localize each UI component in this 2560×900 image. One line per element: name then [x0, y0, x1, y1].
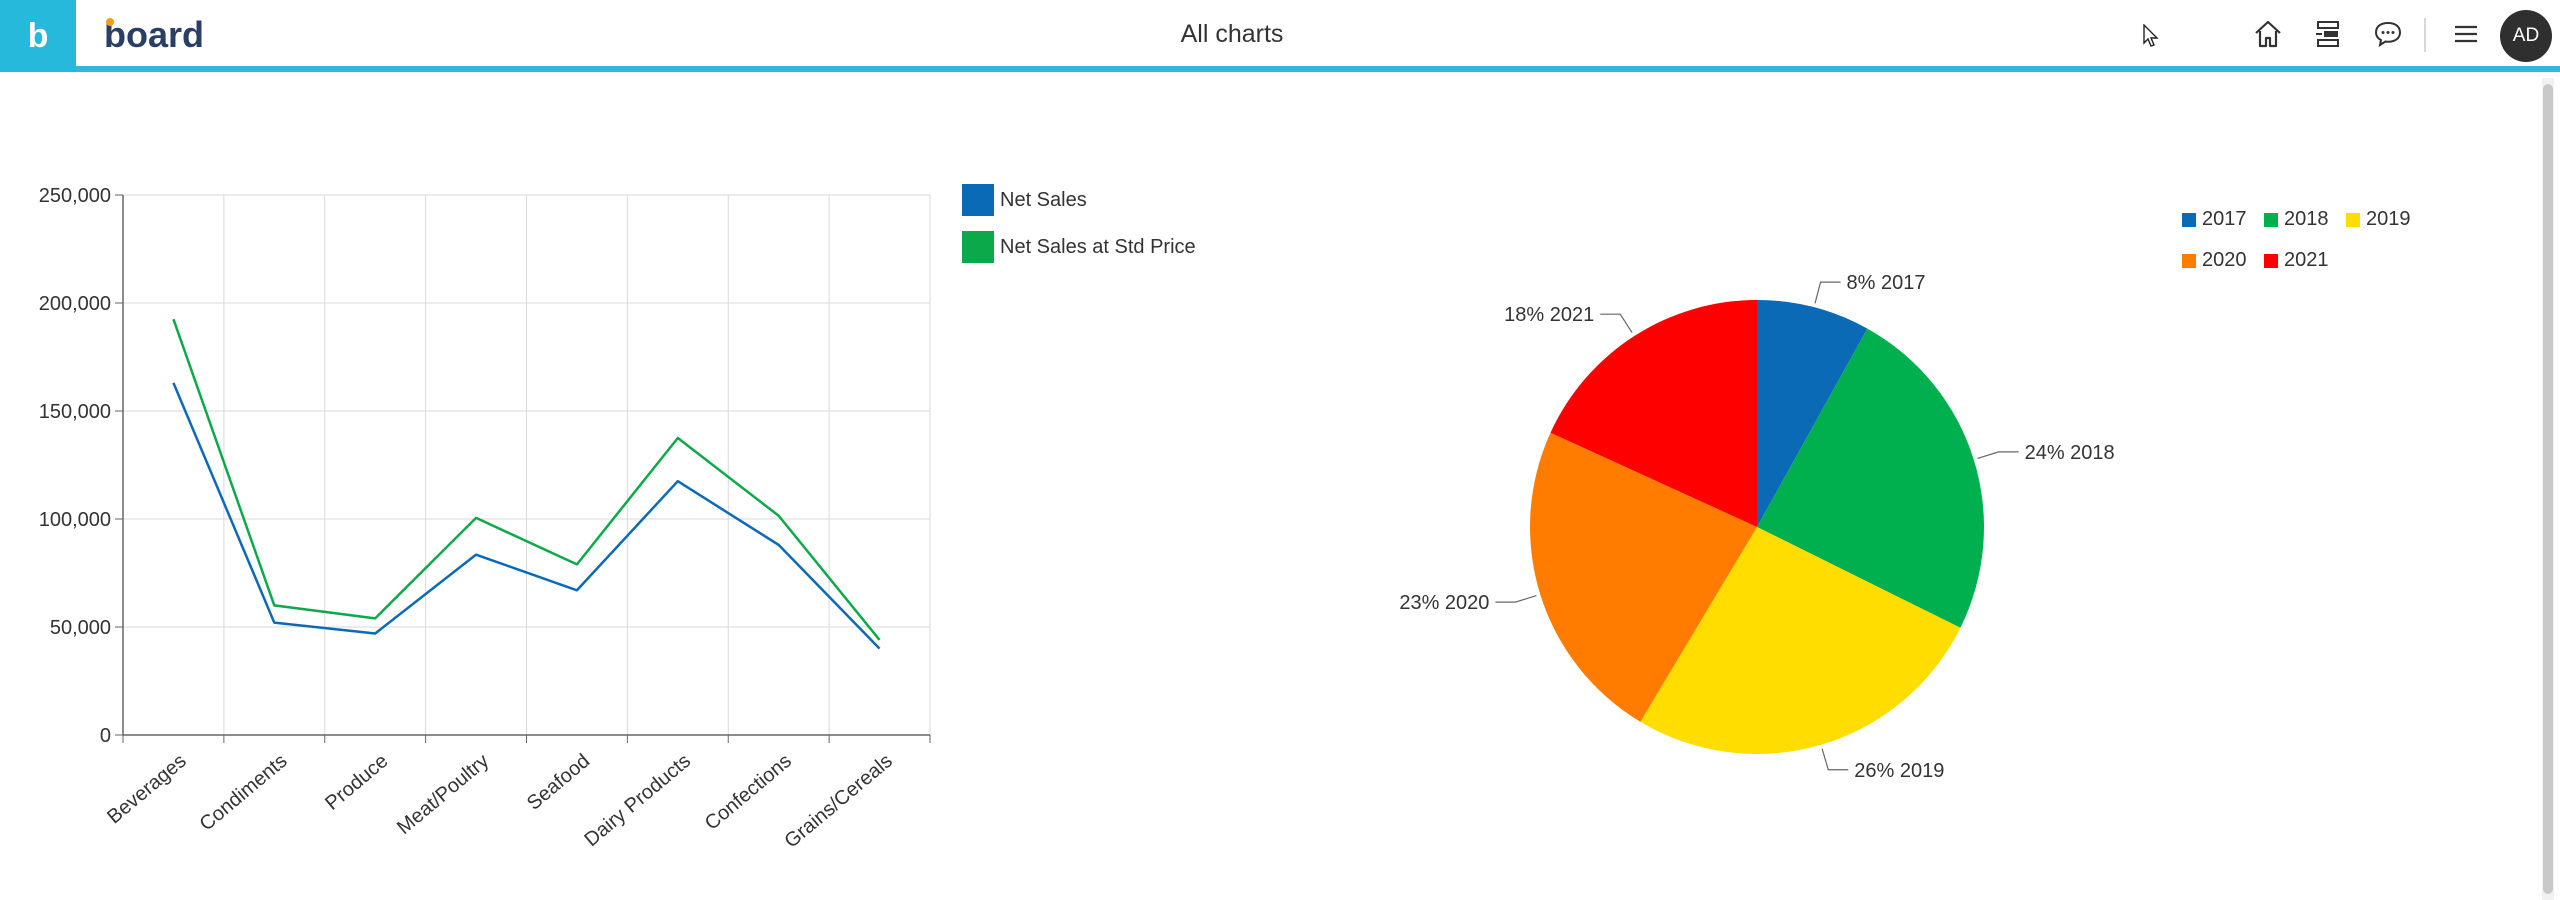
legend-swatch-net-sales	[962, 184, 994, 216]
legend-swatch-net-sales-std-price	[962, 231, 994, 263]
chat-bubble-icon	[2374, 21, 2402, 48]
pie-legend-item-2017[interactable]: 2017	[2182, 208, 2247, 231]
brand-logo[interactable]: board	[104, 14, 212, 56]
pie-legend-label-2021: 2021	[2284, 249, 2329, 271]
pie-legend-swatch-2020	[2182, 253, 2196, 268]
y-tick-label: 150,000	[39, 401, 111, 423]
legend-label-net-sales-std-price: Net Sales at Std Price	[1000, 235, 1196, 258]
pie-chart: 8% 2017 24% 2018 26% 2019 23% 2020 18% 2021	[1399, 272, 2114, 782]
y-tick-label: 250,000	[39, 185, 111, 207]
pie-label-connector	[1495, 595, 1537, 603]
pie-legend-item-2018[interactable]: 2018	[2264, 208, 2329, 231]
comments-button[interactable]	[2368, 14, 2408, 54]
y-tick-label: 200,000	[39, 293, 111, 315]
pie-legend-item-2019[interactable]: 2019	[2346, 208, 2411, 231]
app-launcher-glyph: b	[27, 17, 49, 55]
line-chart-y-tick-labels: 0 50,000 100,000 150,000 200,000 250,000	[39, 185, 111, 747]
pie-legend-swatch-2021	[2264, 253, 2278, 268]
pie-slice-2021[interactable]	[1550, 300, 1757, 527]
pie-label-connector	[1977, 451, 2019, 459]
pie-data-label-2017: 8% 2017	[1847, 272, 1926, 294]
x-tick-label: Produce	[321, 750, 392, 815]
home-icon	[2255, 20, 2281, 48]
pie-slice-2017[interactable]	[1757, 300, 1868, 527]
pie-legend-swatch-2017	[2182, 212, 2196, 227]
pie-label-connector	[1821, 748, 1849, 771]
pie-slice-2019[interactable]	[1640, 527, 1961, 754]
line-chart: 0 50,000 100,000 150,000 200,000 250,000 Beve…	[39, 185, 931, 853]
user-avatar[interactable]: AD	[2500, 10, 2552, 62]
series-line-net-sales-at-std-price[interactable]	[172, 318, 881, 641]
pie-legend-swatch-2019	[2346, 212, 2360, 227]
y-tick-label: 100,000	[39, 509, 111, 531]
legend-label-net-sales: Net Sales	[1000, 188, 1087, 211]
brand-logo-text: board	[104, 14, 205, 55]
pie-slice-2020[interactable]	[1530, 432, 1757, 722]
y-tick-label: 0	[100, 725, 111, 747]
pie-legend-item-2020[interactable]: 2020	[2182, 249, 2247, 272]
x-tick-label: Meat/Poultry	[393, 750, 493, 839]
toolbar-divider	[2424, 18, 2426, 52]
line-chart-axes	[115, 194, 931, 743]
hamburger-menu-icon	[2455, 25, 2477, 43]
x-tick-label: Grains/Cereals	[780, 750, 896, 853]
top-bar: b board All charts	[0, 0, 2560, 72]
brand-logo-dot	[106, 18, 114, 26]
mouse-cursor-icon	[2143, 24, 2159, 47]
x-tick-label: Condiments	[196, 750, 292, 835]
x-tick-label: Seafood	[523, 750, 594, 815]
line-chart-grid	[123, 194, 931, 735]
legend-item-net-sales[interactable]: Net Sales	[962, 184, 1087, 216]
page-title: All charts	[1180, 20, 1284, 48]
pie-legend-label-2019: 2019	[2366, 208, 2411, 230]
app-launcher-button[interactable]: b	[0, 0, 76, 72]
pie-legend-label-2018: 2018	[2284, 208, 2329, 230]
layout-panel-button[interactable]	[2308, 14, 2348, 54]
x-tick-label: Confections	[701, 750, 796, 835]
line-chart-x-tick-labels: Beverages Condiments Produce Meat/Poultry Se…	[103, 750, 897, 853]
legend-item-net-sales-std-price[interactable]: Net Sales at Std Price	[962, 231, 1196, 263]
pie-data-label-2018: 24% 2018	[2025, 442, 2115, 464]
vertical-scrollbar-thumb[interactable]	[2543, 84, 2553, 894]
y-tick-label: 50,000	[50, 617, 111, 639]
pie-legend-item-2021[interactable]: 2021	[2264, 249, 2329, 272]
pie-data-label-2020: 23% 2020	[1399, 592, 1489, 614]
pie-data-label-2019: 26% 2019	[1854, 760, 1944, 782]
series-line-net-sales[interactable]	[172, 382, 881, 650]
pie-labels: 8% 2017 24% 2018 26% 2019 23% 2020 18% 2021	[1399, 272, 2114, 782]
pie-label-connector	[1814, 281, 1841, 304]
line-chart-series	[172, 318, 881, 650]
layout-panel-icon	[2316, 21, 2339, 47]
pie-slices	[1530, 300, 1984, 754]
x-tick-label: Dairy Products	[580, 750, 695, 851]
pie-label-connector	[1600, 313, 1633, 333]
x-tick-label: Beverages	[103, 750, 190, 828]
pie-legend-label-2020: 2020	[2202, 249, 2247, 271]
pie-legend-swatch-2018	[2264, 212, 2278, 227]
home-button[interactable]	[2248, 14, 2288, 54]
pie-data-label-2021: 18% 2021	[1504, 304, 1594, 326]
pie-slice-2018[interactable]	[1757, 328, 1984, 628]
pie-legend-label-2017: 2017	[2202, 208, 2247, 230]
main-menu-button[interactable]	[2446, 14, 2486, 54]
